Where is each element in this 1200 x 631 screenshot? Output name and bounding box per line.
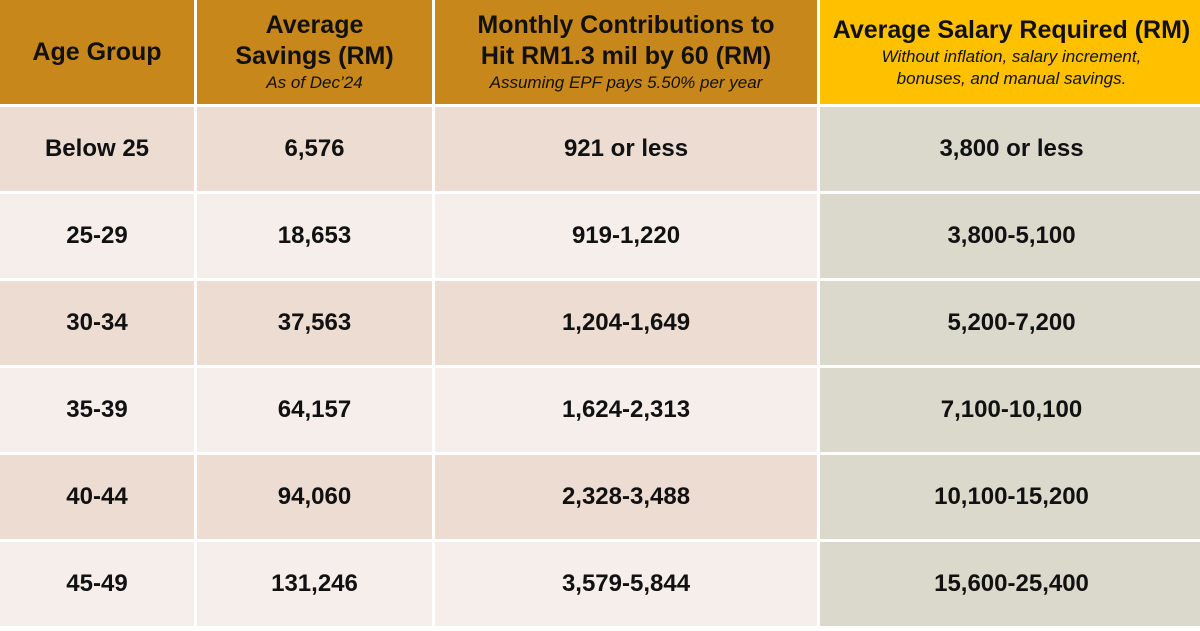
header-average-savings-title: Average Savings (RM) [235, 11, 394, 70]
cell-monthly-contribution: 1,624-2,313 [435, 368, 817, 452]
header-monthly-contributions-title: Monthly Contributions to Hit RM1.3 mil b… [477, 11, 775, 70]
table-row: 25-29 18,653 919-1,220 3,800-5,100 [0, 194, 1200, 278]
table-row: 40-44 94,060 2,328-3,488 10,100-15,200 [0, 455, 1200, 539]
header-monthly-contributions: Monthly Contributions to Hit RM1.3 mil b… [435, 0, 817, 104]
table-row: Below 25 6,576 921 or less 3,800 or less [0, 107, 1200, 191]
cell-age-group: Below 25 [0, 107, 194, 191]
cell-monthly-contribution: 1,204-1,649 [435, 281, 817, 365]
cell-salary-required: 5,200-7,200 [820, 281, 1200, 365]
cell-salary-required: 15,600-25,400 [820, 542, 1200, 626]
header-salary-required-subtitle: Without inflation, salary increment, bon… [881, 46, 1142, 88]
table-row: 45-49 131,246 3,579-5,844 15,600-25,400 [0, 542, 1200, 626]
cell-age-group: 45-49 [0, 542, 194, 626]
cell-age-group: 25-29 [0, 194, 194, 278]
table-header: Age Group Average Savings (RM) As of Dec… [0, 0, 1200, 104]
header-salary-required: Average Salary Required (RM) Without inf… [820, 0, 1200, 104]
cell-average-savings: 94,060 [197, 455, 432, 539]
cell-average-savings: 6,576 [197, 107, 432, 191]
cell-monthly-contribution: 921 or less [435, 107, 817, 191]
table-body: Below 25 6,576 921 or less 3,800 or less… [0, 107, 1200, 626]
cell-monthly-contribution: 3,579-5,844 [435, 542, 817, 626]
cell-average-savings: 18,653 [197, 194, 432, 278]
table-row: 35-39 64,157 1,624-2,313 7,100-10,100 [0, 368, 1200, 452]
header-average-savings-subtitle: As of Dec’24 [266, 73, 363, 92]
cell-average-savings: 64,157 [197, 368, 432, 452]
cell-age-group: 30-34 [0, 281, 194, 365]
cell-monthly-contribution: 2,328-3,488 [435, 455, 817, 539]
cell-salary-required: 7,100-10,100 [820, 368, 1200, 452]
header-monthly-contributions-subtitle: Assuming EPF pays 5.50% per year [489, 73, 763, 92]
header-age-group: Age Group [0, 0, 194, 104]
header-age-group-title: Age Group [32, 37, 162, 66]
cell-monthly-contribution: 919-1,220 [435, 194, 817, 278]
cell-average-savings: 131,246 [197, 542, 432, 626]
header-row: Age Group Average Savings (RM) As of Dec… [0, 0, 1200, 104]
cell-salary-required: 3,800-5,100 [820, 194, 1200, 278]
cell-salary-required: 3,800 or less [820, 107, 1200, 191]
cell-salary-required: 10,100-15,200 [820, 455, 1200, 539]
cell-age-group: 40-44 [0, 455, 194, 539]
header-salary-required-title: Average Salary Required (RM) [832, 15, 1191, 44]
cell-age-group: 35-39 [0, 368, 194, 452]
header-average-savings: Average Savings (RM) As of Dec’24 [197, 0, 432, 104]
table-row: 30-34 37,563 1,204-1,649 5,200-7,200 [0, 281, 1200, 365]
cell-average-savings: 37,563 [197, 281, 432, 365]
